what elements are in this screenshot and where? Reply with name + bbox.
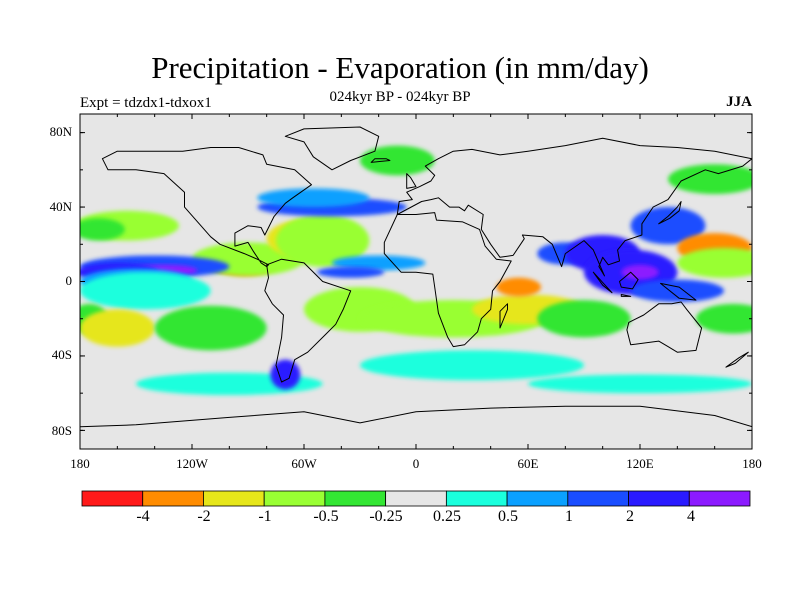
x-tick-label: 120W <box>176 456 208 471</box>
field-region <box>154 305 267 351</box>
x-tick-label: 60E <box>517 456 539 471</box>
colorbar-swatch <box>142 490 204 507</box>
colorbar-swatch <box>81 490 144 507</box>
field-region <box>360 145 435 176</box>
colorbar-label: 2 <box>626 508 634 525</box>
y-tick-label: 80N <box>49 124 72 139</box>
field-region <box>630 279 724 302</box>
coastline <box>626 301 703 353</box>
x-tick-label: 180 <box>742 456 762 471</box>
colorbar-label: -0.5 <box>313 508 339 525</box>
colorbar-label: 0.25 <box>433 508 461 525</box>
colorbar-label: 1 <box>565 508 573 525</box>
x-tick-label: 120E <box>626 456 654 471</box>
colorbar-swatch <box>203 490 265 507</box>
field-region <box>668 164 752 195</box>
x-tick-label: 60W <box>291 456 317 471</box>
y-tick-label: 80S <box>51 423 72 438</box>
y-tick-label: 40S <box>51 347 72 362</box>
y-tick-label: 0 <box>65 273 73 288</box>
chart-title: Precipitation - Evaporation (in mm/day) <box>151 50 649 85</box>
colorbar-swatch <box>263 490 326 507</box>
colorbar-swatch <box>688 490 751 507</box>
colorbar-swatch <box>445 490 508 507</box>
coastline <box>80 405 752 449</box>
coastline <box>660 282 697 301</box>
chart-subtitle: 024kyr BP - 024kyr BP <box>329 89 471 105</box>
axis-ticks <box>79 114 753 449</box>
field-region <box>80 309 155 347</box>
colorbar-label: -1 <box>258 508 272 525</box>
colorbar-swatch <box>324 490 387 507</box>
y-tick-label: 40N <box>49 199 72 214</box>
colorbar <box>81 490 751 507</box>
season-label: JJA <box>726 94 752 110</box>
field-region <box>696 303 752 334</box>
colorbar-label: -0.25 <box>369 508 403 525</box>
colorbar-label: -4 <box>136 508 150 525</box>
field-region <box>317 266 385 278</box>
coastline <box>370 158 391 163</box>
colorbar-label: 0.5 <box>498 508 518 525</box>
field-region <box>621 264 659 280</box>
field-region <box>80 272 211 310</box>
coastline <box>592 271 613 294</box>
coastline-layer <box>80 126 752 449</box>
coastline <box>658 201 682 225</box>
field-region <box>257 188 370 208</box>
field-region <box>80 218 125 241</box>
colorbar-swatch <box>385 490 447 507</box>
coastline <box>264 258 352 383</box>
x-tick-label: 0 <box>412 456 420 471</box>
coastline <box>406 173 417 189</box>
field-region <box>630 207 706 245</box>
coastline <box>383 212 512 348</box>
field-region <box>677 248 752 278</box>
field-region <box>332 255 426 271</box>
coastline <box>396 137 752 277</box>
field-region <box>528 374 752 394</box>
field-region <box>276 214 370 267</box>
experiment-label: Expt = tdzdx1-tdxox1 <box>80 95 212 111</box>
coastline <box>619 271 639 290</box>
coastline <box>499 303 508 329</box>
field-region <box>496 277 542 297</box>
coastline <box>620 294 632 297</box>
field-region <box>537 300 631 338</box>
colorbar-swatch <box>567 490 629 507</box>
colorbar-label: -2 <box>197 508 211 525</box>
x-tick-label: 180 <box>70 456 90 471</box>
colorbar-swatch <box>628 490 690 507</box>
field-region <box>360 350 584 381</box>
colorbar-swatch <box>506 490 569 507</box>
colorbar-label: 4 <box>687 508 695 525</box>
coastline <box>284 126 380 171</box>
field-region <box>270 359 301 390</box>
coastline <box>101 147 312 268</box>
coastline <box>725 351 749 368</box>
